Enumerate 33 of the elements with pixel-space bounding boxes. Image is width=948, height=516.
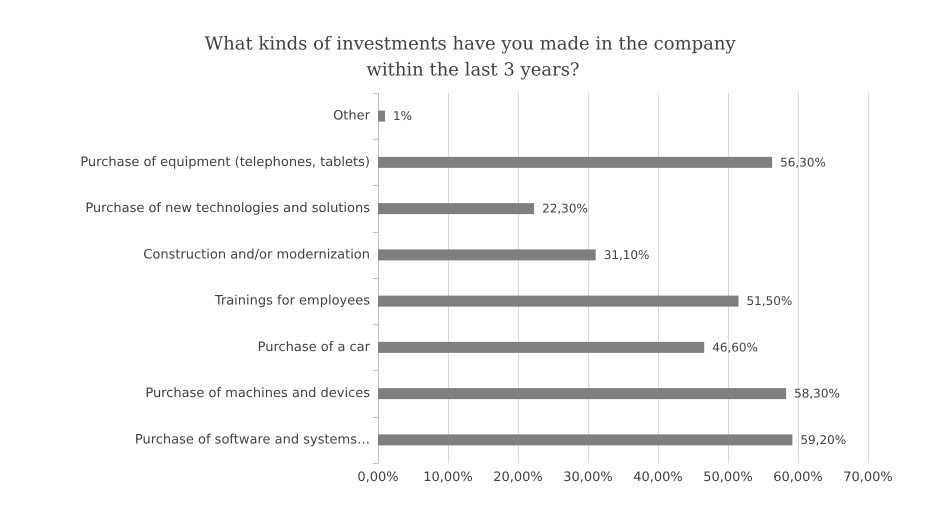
x-tick-label: 50,00% xyxy=(703,470,753,485)
y-tick-label: Purchase of software and systems… xyxy=(134,432,370,448)
x-tick-label: 10,00% xyxy=(423,470,473,485)
y-tick-label: Trainings for employees xyxy=(214,294,370,309)
data-label: 56,30% xyxy=(780,155,826,170)
y-tick-label: Purchase of a car xyxy=(258,340,371,355)
data-label: 46,60% xyxy=(712,340,758,354)
bar xyxy=(378,156,772,168)
x-tick-label: 70,00% xyxy=(843,470,893,485)
bar xyxy=(378,434,792,446)
data-label: 22,30% xyxy=(542,202,588,216)
data-label: 59,20% xyxy=(800,432,846,447)
bar xyxy=(378,388,786,400)
x-tick-label: 0,00% xyxy=(357,470,399,485)
data-label: 31,10% xyxy=(604,248,650,262)
y-tick-label: Purchase of machines and devices xyxy=(145,386,370,402)
x-tick-label: 20,00% xyxy=(493,470,543,485)
y-tick-label: Purchase of new technologies and solutions xyxy=(85,201,370,216)
y-tick-label: Construction and/or modernization xyxy=(143,247,370,262)
bar xyxy=(378,203,534,214)
y-tick-label: Other xyxy=(333,108,371,124)
bar xyxy=(378,249,596,260)
chart-title: What kinds of investments have you made in the company within the last 3 years? xyxy=(204,34,742,80)
y-tick-label: Purchase of equipment (telephones, tablets) xyxy=(80,154,370,170)
bar xyxy=(378,296,738,307)
bar xyxy=(378,110,385,122)
x-tick-label: 40,00% xyxy=(633,470,683,485)
bar xyxy=(378,342,704,353)
x-tick-label: 30,00% xyxy=(563,470,613,485)
data-label: 1% xyxy=(393,109,412,124)
data-label: 51,50% xyxy=(746,294,792,308)
data-label: 58,30% xyxy=(794,386,840,401)
x-tick-label: 60,00% xyxy=(773,470,823,485)
